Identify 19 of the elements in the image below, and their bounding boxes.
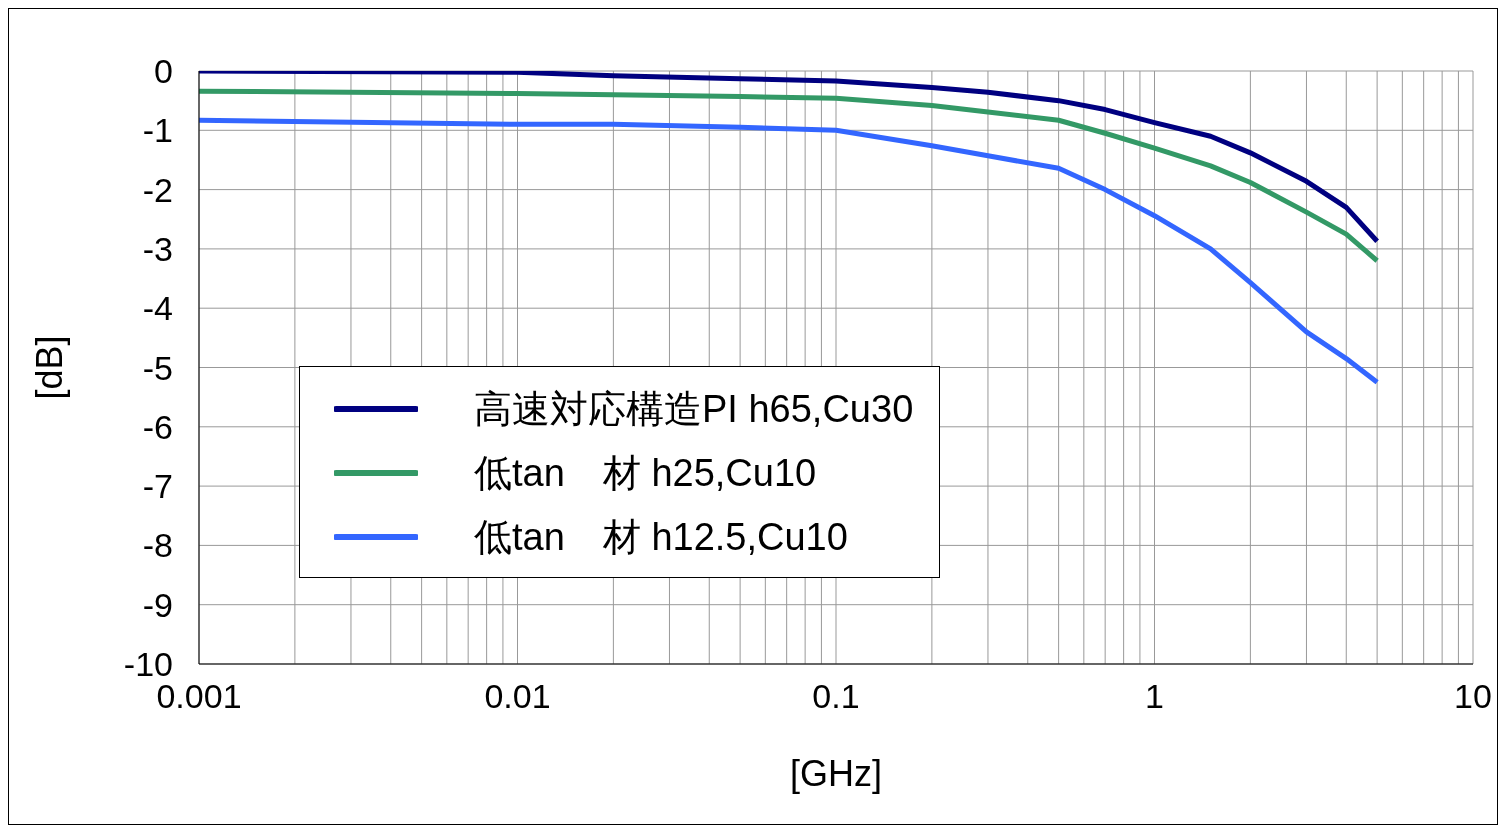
legend-label: 高速対応構造PI h65,Cu30 bbox=[474, 386, 914, 432]
y-tick-label: -9 bbox=[142, 585, 173, 624]
y-tick-label: 0 bbox=[154, 52, 173, 91]
y-tick-label: -4 bbox=[142, 289, 173, 328]
y-tick-label: -7 bbox=[142, 467, 173, 506]
x-tick-label: 0.01 bbox=[484, 677, 551, 716]
y-tick-label: -1 bbox=[142, 111, 173, 150]
legend-label: 低tan 材 h25,Cu10 bbox=[474, 450, 817, 496]
x-axis-title: [GHz] bbox=[789, 753, 883, 794]
x-tick-label: 10 bbox=[1454, 677, 1492, 716]
x-tick-label: 0.1 bbox=[812, 677, 860, 716]
y-tick-label: -8 bbox=[142, 526, 173, 565]
y-axis-title: [dB] bbox=[28, 335, 70, 400]
y-tick-label: -5 bbox=[142, 348, 173, 387]
x-tick-label: 1 bbox=[1145, 677, 1164, 716]
y-tick-label: -6 bbox=[142, 407, 173, 446]
legend-label: 低tan 材 h12.5,Cu10 bbox=[474, 514, 848, 560]
y-tick-label: -2 bbox=[142, 170, 173, 209]
y-tick-label: -3 bbox=[142, 229, 173, 268]
